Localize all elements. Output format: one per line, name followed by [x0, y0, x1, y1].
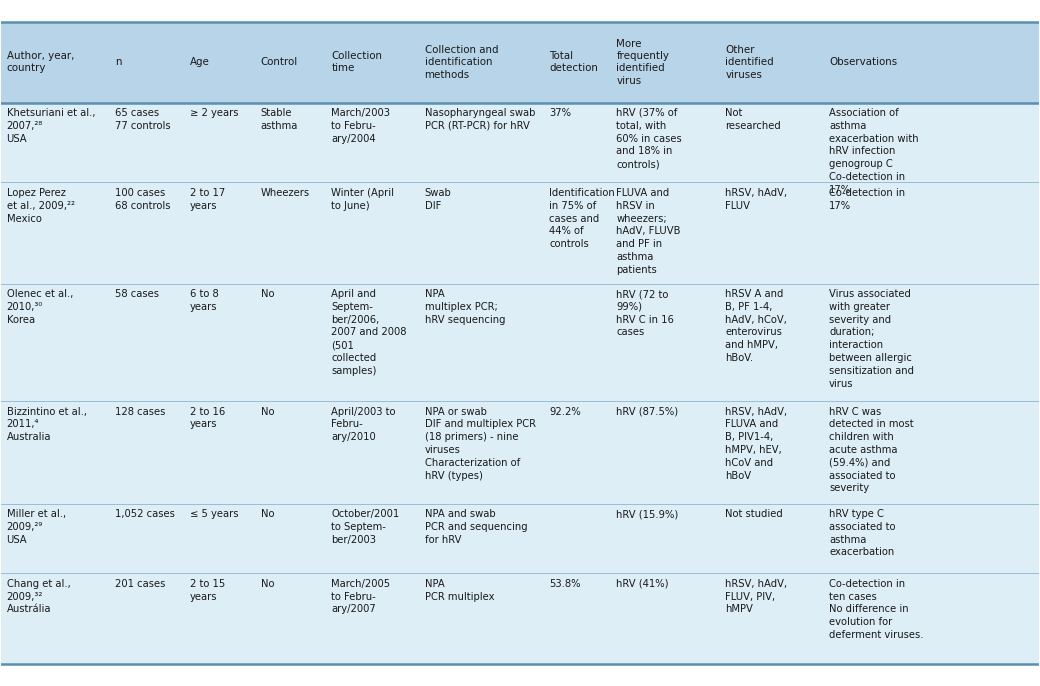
Text: Winter (April
to June): Winter (April to June) — [331, 188, 394, 211]
Bar — [185, 22, 256, 102]
Text: No: No — [261, 407, 275, 416]
Text: Swab
DIF: Swab DIF — [424, 188, 451, 211]
Text: Not studied: Not studied — [725, 509, 783, 519]
Text: hRV (37% of
total, with
60% in cases
and 18% in
controls): hRV (37% of total, with 60% in cases and… — [617, 108, 682, 169]
Bar — [419, 22, 544, 102]
Text: NPA or swab
DIF and multiplex PCR
(18 primers) - nine
viruses
Characterization o: NPA or swab DIF and multiplex PCR (18 pr… — [424, 407, 536, 480]
Text: Nasopharyngeal swab
PCR (RT-PCR) for hRV: Nasopharyngeal swab PCR (RT-PCR) for hRV — [424, 108, 535, 131]
Text: 37%: 37% — [549, 108, 571, 118]
Text: Total
detection: Total detection — [549, 51, 598, 73]
Bar — [1, 573, 1039, 664]
Text: n: n — [115, 57, 122, 67]
Text: Lopez Perez
et al., 2009,²²
Mexico: Lopez Perez et al., 2009,²² Mexico — [6, 188, 75, 224]
Text: hRV (15.9%): hRV (15.9%) — [617, 509, 679, 519]
Text: 201 cases: 201 cases — [115, 579, 165, 589]
Bar — [1, 22, 110, 102]
Bar — [110, 22, 185, 102]
Text: NPA and swab
PCR and sequencing
for hRV: NPA and swab PCR and sequencing for hRV — [424, 509, 527, 545]
Text: NPA
PCR multiplex: NPA PCR multiplex — [424, 579, 494, 602]
Text: March/2005
to Febru-
ary/2007: March/2005 to Febru- ary/2007 — [331, 579, 390, 614]
Text: hRV (87.5%): hRV (87.5%) — [617, 407, 678, 416]
Text: October/2001
to Septem-
ber/2003: October/2001 to Septem- ber/2003 — [331, 509, 399, 545]
Text: hRSV A and
B, PF 1-4,
hAdV, hCoV,
enterovirus
and hMPV,
hBoV.: hRSV A and B, PF 1-4, hAdV, hCoV, entero… — [725, 289, 787, 363]
Bar — [544, 22, 612, 102]
Text: Co-detection in
17%: Co-detection in 17% — [829, 188, 905, 211]
Bar — [612, 22, 720, 102]
Text: March/2003
to Febru-
ary/2004: March/2003 to Febru- ary/2004 — [331, 108, 390, 143]
Text: 2 to 16
years: 2 to 16 years — [190, 407, 226, 429]
Text: Author, year,
country: Author, year, country — [6, 51, 74, 73]
Bar — [1, 401, 1039, 504]
Text: ≤ 5 years: ≤ 5 years — [190, 509, 238, 519]
Text: No: No — [261, 509, 275, 519]
Text: hRV C was
detected in most
children with
acute asthma
(59.4%) and
associated to
: hRV C was detected in most children with… — [829, 407, 914, 493]
Text: hRSV, hAdV,
FLUV, PIV,
hMPV: hRSV, hAdV, FLUV, PIV, hMPV — [725, 579, 787, 614]
Text: hRSV, hAdV,
FLUV: hRSV, hAdV, FLUV — [725, 188, 787, 211]
Text: No: No — [261, 579, 275, 589]
Text: More
frequently
identified
virus: More frequently identified virus — [617, 38, 670, 86]
Text: Chang et al.,
2009,³²
Austrália: Chang et al., 2009,³² Austrália — [6, 579, 71, 614]
Text: Observations: Observations — [829, 57, 898, 67]
Text: Control: Control — [261, 57, 297, 67]
Text: ≥ 2 years: ≥ 2 years — [190, 108, 238, 118]
Text: Age: Age — [190, 57, 210, 67]
Text: Bizzintino et al.,
2011,⁴
Australia: Bizzintino et al., 2011,⁴ Australia — [6, 407, 86, 442]
Text: 2 to 15
years: 2 to 15 years — [190, 579, 226, 602]
Text: 92.2%: 92.2% — [549, 407, 580, 416]
Text: NPA
multiplex PCR;
hRV sequencing: NPA multiplex PCR; hRV sequencing — [424, 289, 505, 324]
Text: Wheezers: Wheezers — [261, 188, 310, 198]
Bar — [720, 22, 824, 102]
Text: Identification
in 75% of
cases and
44% of
controls: Identification in 75% of cases and 44% o… — [549, 188, 615, 249]
Text: Collection and
identification
methods: Collection and identification methods — [424, 45, 498, 80]
Text: Khetsuriani et al.,
2007,²⁸
USA: Khetsuriani et al., 2007,²⁸ USA — [6, 108, 95, 143]
Text: 2 to 17
years: 2 to 17 years — [190, 188, 226, 211]
Text: No: No — [261, 289, 275, 299]
Text: 128 cases: 128 cases — [115, 407, 165, 416]
Text: Not
researched: Not researched — [725, 108, 781, 131]
Text: Virus associated
with greater
severity and
duration;
interaction
between allergi: Virus associated with greater severity a… — [829, 289, 914, 389]
Text: hRSV, hAdV,
FLUVA and
B, PIV1-4,
hMPV, hEV,
hCoV and
hBoV: hRSV, hAdV, FLUVA and B, PIV1-4, hMPV, h… — [725, 407, 787, 480]
Text: 6 to 8
years: 6 to 8 years — [190, 289, 218, 312]
Text: 65 cases
77 controls: 65 cases 77 controls — [115, 108, 172, 131]
Bar — [326, 22, 419, 102]
Text: 100 cases
68 controls: 100 cases 68 controls — [115, 188, 171, 211]
Text: Other
identified
viruses: Other identified viruses — [725, 45, 774, 80]
Text: April/2003 to
Febru-
ary/2010: April/2003 to Febru- ary/2010 — [331, 407, 396, 442]
Text: Miller et al.,
2009,²⁹
USA: Miller et al., 2009,²⁹ USA — [6, 509, 66, 545]
Text: 58 cases: 58 cases — [115, 289, 159, 299]
Text: FLUVA and
hRSV in
wheezers;
hAdV, FLUVB
and PF in
asthma
patients: FLUVA and hRSV in wheezers; hAdV, FLUVB … — [617, 188, 681, 274]
Text: Stable
asthma: Stable asthma — [261, 108, 298, 131]
Bar — [1, 283, 1039, 401]
Bar — [824, 22, 1039, 102]
Text: Association of
asthma
exacerbation with
hRV infection
genogroup C
Co-detection i: Association of asthma exacerbation with … — [829, 108, 918, 195]
Text: Olenec et al.,
2010,³⁰
Korea: Olenec et al., 2010,³⁰ Korea — [6, 289, 73, 324]
Text: Co-detection in
ten cases
No difference in
evolution for
deferment viruses.: Co-detection in ten cases No difference … — [829, 579, 924, 640]
Bar — [1, 182, 1039, 283]
Text: April and
Septem-
ber/2006,
2007 and 2008
(501
collected
samples): April and Septem- ber/2006, 2007 and 200… — [331, 289, 407, 376]
Bar — [256, 22, 326, 102]
Text: Collection
time: Collection time — [331, 51, 383, 73]
Text: 53.8%: 53.8% — [549, 579, 580, 589]
Bar — [1, 504, 1039, 573]
Text: hRV (72 to
99%)
hRV C in 16
cases: hRV (72 to 99%) hRV C in 16 cases — [617, 289, 674, 338]
Text: hRV type C
associated to
asthma
exacerbation: hRV type C associated to asthma exacerba… — [829, 509, 895, 558]
Text: hRV (41%): hRV (41%) — [617, 579, 669, 589]
Bar — [1, 102, 1039, 182]
Text: 1,052 cases: 1,052 cases — [115, 509, 176, 519]
